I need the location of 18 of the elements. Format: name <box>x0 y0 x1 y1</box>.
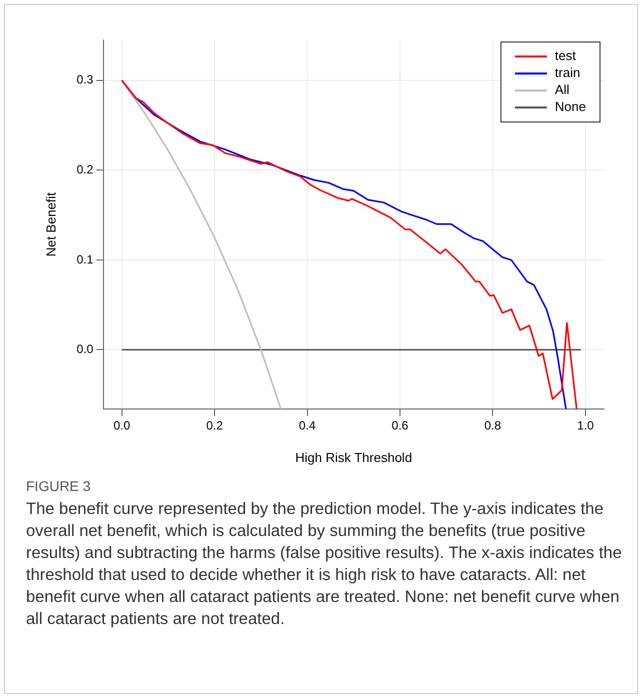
y-tick-label: 0.1 <box>76 252 94 266</box>
x-tick-label: 0.0 <box>113 418 130 433</box>
text: The benefit curve represented by the prediction model. The y-axis indicates the overall net benefit, which is calculated by summing the benefits (true positive results) and subtracting the harms (false positive results). The x-axis indicates the threshold that used to decide whether it is high risk to have cataracts. All: net benefit curve when all cataract patients are treated. None: net benefit curve when all cataract patients are not treated. <box>26 499 623 630</box>
y-tick-label: 0.0 <box>76 342 94 356</box>
x-tick-label: 0.4 <box>298 418 316 433</box>
legend-label: train <box>554 65 580 80</box>
legend-label: None <box>554 99 586 114</box>
x-tick-label: 0.2 <box>206 418 224 433</box>
x-tick-label: 0.6 <box>392 418 409 433</box>
legend-label: test <box>554 48 576 64</box>
y-tick-label: 0.2 <box>76 162 94 176</box>
x-axis-title: High Risk Threshold <box>295 450 412 465</box>
y-tick-label: 0.3 <box>76 72 94 87</box>
caption: FIGURE 3 <box>26 478 92 494</box>
y-axis-title: Net Benefit <box>43 192 58 257</box>
x-tick-label: 1.0 <box>577 418 594 433</box>
x-tick-label: 0.8 <box>484 418 502 433</box>
legend-label: All <box>554 82 570 98</box>
